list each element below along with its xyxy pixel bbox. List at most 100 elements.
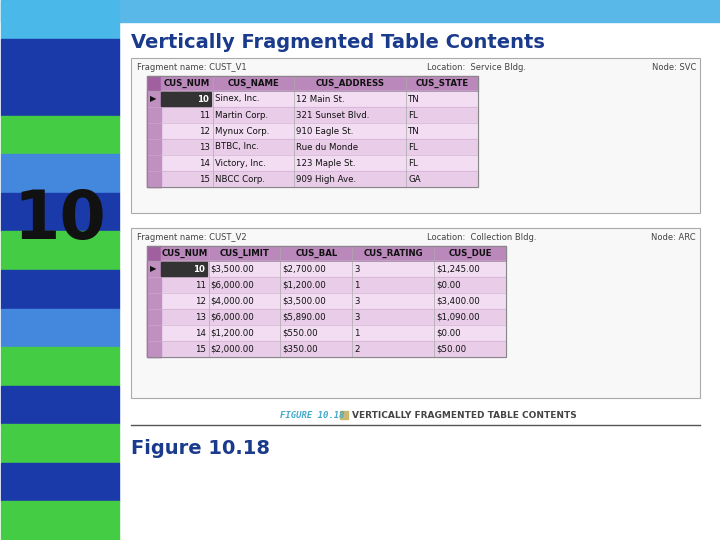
Bar xyxy=(1,386,119,424)
Bar xyxy=(147,246,161,357)
Text: VERTICALLY FRAGMENTED TABLE CONTENTS: VERTICALLY FRAGMENTED TABLE CONTENTS xyxy=(352,410,577,420)
Bar xyxy=(1,0,720,22)
Text: Fragment name: CUST_V2: Fragment name: CUST_V2 xyxy=(137,233,246,241)
Text: 13: 13 xyxy=(199,143,210,152)
Bar xyxy=(147,261,161,277)
Text: CUS_STATE: CUS_STATE xyxy=(415,79,469,88)
Text: Vertically Fragmented Table Contents: Vertically Fragmented Table Contents xyxy=(130,32,544,51)
Bar xyxy=(1,77,119,116)
Bar xyxy=(147,107,161,123)
Text: 14: 14 xyxy=(196,328,207,338)
Text: $2,700.00: $2,700.00 xyxy=(282,265,326,273)
Text: Rue du Monde: Rue du Monde xyxy=(297,143,359,152)
Text: $50.00: $50.00 xyxy=(436,345,467,354)
Text: 12: 12 xyxy=(199,126,210,136)
Bar xyxy=(147,246,506,357)
Bar xyxy=(161,91,478,107)
Bar xyxy=(130,228,700,398)
Text: CUS_NUM: CUS_NUM xyxy=(163,79,210,88)
Text: $3,500.00: $3,500.00 xyxy=(210,265,254,273)
Text: BTBC, Inc.: BTBC, Inc. xyxy=(215,143,258,152)
Bar xyxy=(341,411,348,419)
Text: $550.00: $550.00 xyxy=(282,328,318,338)
Text: Sinex, Inc.: Sinex, Inc. xyxy=(215,94,259,104)
Bar xyxy=(1,502,119,540)
Text: CUS_LIMIT: CUS_LIMIT xyxy=(220,249,269,258)
Text: ▶: ▶ xyxy=(150,265,157,273)
Text: Mynux Corp.: Mynux Corp. xyxy=(215,126,269,136)
Text: 3: 3 xyxy=(354,296,360,306)
Bar xyxy=(161,309,506,325)
Bar xyxy=(1,38,119,77)
Text: $1,200.00: $1,200.00 xyxy=(210,328,254,338)
Text: FL: FL xyxy=(408,159,418,167)
Bar xyxy=(161,262,207,276)
Text: $3,400.00: $3,400.00 xyxy=(436,296,480,306)
Text: CUS_NUM: CUS_NUM xyxy=(161,249,207,258)
Bar xyxy=(1,463,119,502)
Text: FL: FL xyxy=(408,143,418,152)
Text: 10: 10 xyxy=(13,187,106,253)
Bar xyxy=(161,76,478,91)
Bar xyxy=(147,277,161,293)
Bar xyxy=(119,0,720,540)
Bar xyxy=(161,277,506,293)
Bar xyxy=(1,308,119,347)
Text: 3: 3 xyxy=(354,313,360,321)
Text: ▶: ▶ xyxy=(150,94,157,104)
Text: Figure 10.18: Figure 10.18 xyxy=(130,438,269,457)
Bar xyxy=(147,123,161,139)
Text: Victory, Inc.: Victory, Inc. xyxy=(215,159,265,167)
Bar xyxy=(147,76,478,187)
Text: $3,500.00: $3,500.00 xyxy=(282,296,326,306)
Text: $1,090.00: $1,090.00 xyxy=(436,313,480,321)
Bar xyxy=(1,424,119,463)
Text: 910 Eagle St.: 910 Eagle St. xyxy=(297,126,354,136)
Text: FL: FL xyxy=(408,111,418,119)
Text: $4,000.00: $4,000.00 xyxy=(210,296,254,306)
Bar xyxy=(161,155,478,171)
Text: 14: 14 xyxy=(199,159,210,167)
Text: 321 Sunset Blvd.: 321 Sunset Blvd. xyxy=(297,111,370,119)
Text: FIGURE 10.18: FIGURE 10.18 xyxy=(280,410,345,420)
Text: $1,200.00: $1,200.00 xyxy=(282,280,326,289)
Bar xyxy=(147,325,161,341)
Text: $0.00: $0.00 xyxy=(436,280,461,289)
Bar xyxy=(147,76,161,187)
Bar xyxy=(130,58,700,213)
Bar xyxy=(161,107,478,123)
Text: TN: TN xyxy=(408,94,420,104)
Text: 10: 10 xyxy=(196,265,207,273)
Text: $350.00: $350.00 xyxy=(282,345,318,354)
Text: 909 High Ave.: 909 High Ave. xyxy=(297,174,356,184)
Bar xyxy=(161,341,506,357)
Bar xyxy=(147,341,161,357)
Bar xyxy=(1,0,119,38)
Text: CUS_DUE: CUS_DUE xyxy=(449,249,492,258)
Text: 10: 10 xyxy=(193,265,204,273)
Text: Martin Corp.: Martin Corp. xyxy=(215,111,268,119)
Text: $5,890.00: $5,890.00 xyxy=(282,313,326,321)
Bar xyxy=(147,155,161,171)
Text: $0.00: $0.00 xyxy=(436,328,461,338)
Bar xyxy=(1,270,119,308)
Text: NBCC Corp.: NBCC Corp. xyxy=(215,174,264,184)
Text: 1: 1 xyxy=(354,328,360,338)
Text: 1: 1 xyxy=(354,280,360,289)
Bar xyxy=(161,123,478,139)
Text: 10: 10 xyxy=(199,94,210,104)
Text: $6,000.00: $6,000.00 xyxy=(210,313,254,321)
Bar xyxy=(161,246,506,261)
Bar xyxy=(161,92,210,106)
Text: TN: TN xyxy=(408,126,420,136)
Text: 13: 13 xyxy=(196,313,207,321)
Bar xyxy=(147,139,161,155)
Bar xyxy=(161,261,506,277)
Bar xyxy=(161,171,478,187)
Text: 15: 15 xyxy=(196,345,207,354)
Bar xyxy=(1,116,119,154)
Text: $2,000.00: $2,000.00 xyxy=(210,345,254,354)
Text: CUS_BAL: CUS_BAL xyxy=(295,249,338,258)
Bar xyxy=(147,91,161,107)
Text: 10: 10 xyxy=(197,94,209,104)
